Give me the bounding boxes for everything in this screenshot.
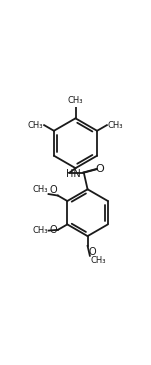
Text: O: O [49,225,57,235]
Text: CH₃: CH₃ [28,120,43,130]
Text: O: O [88,247,96,257]
Text: CH₃: CH₃ [108,120,123,130]
Text: CH₃: CH₃ [32,226,48,235]
Text: CH₃: CH₃ [68,96,83,105]
Text: O: O [95,164,104,174]
Text: O: O [49,185,57,195]
Text: HN: HN [66,169,80,179]
Text: CH₃: CH₃ [32,185,48,193]
Text: CH₃: CH₃ [90,256,106,265]
